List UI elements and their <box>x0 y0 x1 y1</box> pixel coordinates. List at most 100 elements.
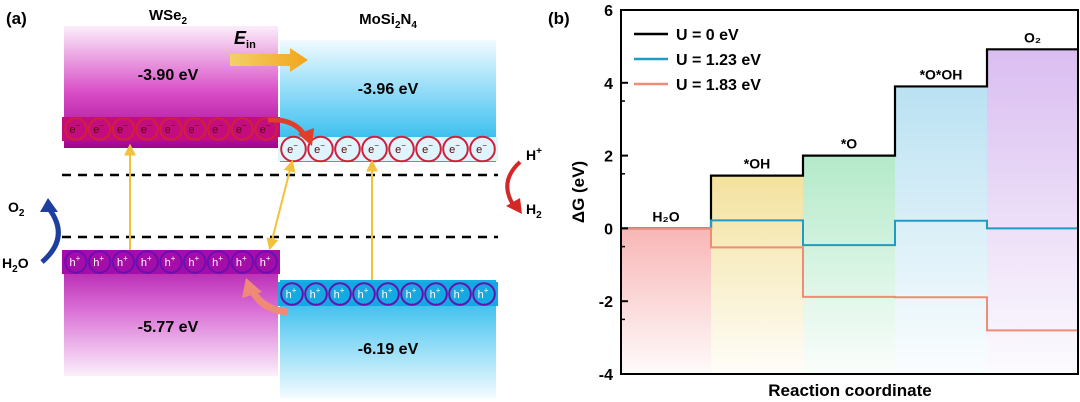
hydrogen-ion-label: H+ <box>526 146 542 163</box>
electron: e− <box>135 117 159 141</box>
state-block <box>895 86 987 374</box>
svg-text:e−: e− <box>117 121 128 136</box>
svg-text:h+: h+ <box>382 286 393 301</box>
electron: e− <box>87 117 112 141</box>
svg-text:h+: h+ <box>406 286 417 301</box>
electron-row <box>278 137 498 161</box>
mosi2n4-cb-energy: -3.96 eV <box>358 81 419 98</box>
hydrogen-gas-label: H2 <box>526 201 542 221</box>
hole: h+ <box>159 250 183 274</box>
svg-text:e−: e− <box>260 121 271 136</box>
water-label: H2O <box>2 255 29 275</box>
svg-text:h+: h+ <box>141 254 152 269</box>
electron: e− <box>334 135 361 163</box>
y-tick-label: -2 <box>599 294 613 311</box>
svg-text:h+: h+ <box>358 286 369 301</box>
electron: e− <box>111 117 136 141</box>
hole: h+ <box>448 282 472 306</box>
oxidation-arrowhead <box>40 198 58 212</box>
svg-text:e−: e− <box>93 121 104 136</box>
svg-text:e−: e− <box>188 121 199 136</box>
svg-text:e−: e− <box>449 141 460 156</box>
hole-row <box>62 250 280 274</box>
reduction-arrowhead <box>506 198 522 214</box>
hole-row <box>278 282 498 306</box>
svg-text:e−: e− <box>165 121 176 136</box>
svg-text:e−: e− <box>395 141 406 156</box>
oxygen-gas-label: O2 <box>8 199 25 219</box>
svg-text:h+: h+ <box>236 254 247 269</box>
electron: e− <box>64 117 88 141</box>
svg-text:e−: e− <box>422 141 433 156</box>
hole: h+ <box>254 250 278 274</box>
legend-label: U = 1.23 eV <box>676 52 761 69</box>
svg-text:h+: h+ <box>69 254 80 269</box>
state-block <box>803 155 895 374</box>
svg-text:h+: h+ <box>93 254 104 269</box>
electron-transfer-arrowhead <box>298 128 314 146</box>
panel-b: (b) H₂O *OH *O *O*OH O₂ 6 4 2 0 -2 -4 U = 0 eV U = 1… <box>548 3 1079 400</box>
hole: h+ <box>183 250 207 274</box>
y-tick-label: -4 <box>599 367 613 384</box>
svg-text:h+: h+ <box>310 286 321 301</box>
x-axis-label: Reaction coordinate <box>768 381 931 400</box>
svg-text:e−: e− <box>368 141 379 156</box>
hole: h+ <box>400 282 424 306</box>
electron: e− <box>159 117 183 141</box>
svg-text:h+: h+ <box>454 286 465 301</box>
hole: h+ <box>111 250 136 274</box>
series-line <box>621 227 1078 332</box>
y-tick-label: 0 <box>604 221 613 238</box>
svg-text:e−: e− <box>287 141 298 156</box>
electron-row <box>62 117 280 141</box>
hole: h+ <box>135 250 159 274</box>
svg-text:h+: h+ <box>188 254 199 269</box>
svg-text:h+: h+ <box>117 254 128 269</box>
state-label: *O <box>841 136 857 152</box>
hole: h+ <box>352 282 376 306</box>
mosi2n4-label: MoSi2N4 <box>359 11 417 31</box>
electron: e− <box>230 117 255 141</box>
recombination-arrow <box>266 159 296 251</box>
svg-text:e−: e− <box>314 141 325 156</box>
svg-text:e−: e− <box>212 121 223 136</box>
svg-text:h+: h+ <box>212 254 223 269</box>
state-label: H₂O <box>652 208 679 224</box>
hole: h+ <box>280 282 304 306</box>
panel-a: (a) WSe2 MoSi2N4 -3.90 eV -3.96 eV -5.77… <box>2 7 542 398</box>
svg-text:h+: h+ <box>334 286 345 301</box>
mosi2n4-vb-energy: -6.19 eV <box>358 341 419 358</box>
svg-text:h+: h+ <box>260 254 271 269</box>
svg-text:e−: e− <box>236 121 247 136</box>
svg-text:h+: h+ <box>165 254 176 269</box>
oxidation-arrow <box>40 208 61 264</box>
state-block <box>621 228 711 374</box>
wse2-label: WSe2 <box>149 7 188 27</box>
svg-text:h+: h+ <box>430 286 441 301</box>
svg-text:e−: e− <box>69 121 80 136</box>
svg-text:e−: e− <box>476 141 487 156</box>
hole: h+ <box>472 282 496 306</box>
svg-text:h+: h+ <box>286 286 297 301</box>
state-label: *OH <box>744 156 770 172</box>
electron: e− <box>183 117 207 141</box>
hole: h+ <box>304 282 328 306</box>
plot-frame <box>620 9 1079 375</box>
electron: e− <box>307 135 334 163</box>
hole: h+ <box>87 250 112 274</box>
wse2-cb-energy: -3.90 eV <box>138 67 199 84</box>
electron: e− <box>442 135 469 163</box>
svg-text:e−: e− <box>141 121 152 136</box>
series-line <box>621 219 1078 247</box>
state-label: *O*OH <box>920 66 963 82</box>
legend-label: U = 0 eV <box>676 27 739 44</box>
panel-a-label: (a) <box>6 9 27 28</box>
state-label: O₂ <box>1024 29 1041 45</box>
panel-b-label: (b) <box>548 9 570 28</box>
electron: e− <box>254 117 278 141</box>
hole: h+ <box>230 250 255 274</box>
hole: h+ <box>376 282 400 306</box>
electron: e− <box>415 135 442 163</box>
hole: h+ <box>206 250 231 274</box>
y-tick-label: 4 <box>604 76 613 93</box>
